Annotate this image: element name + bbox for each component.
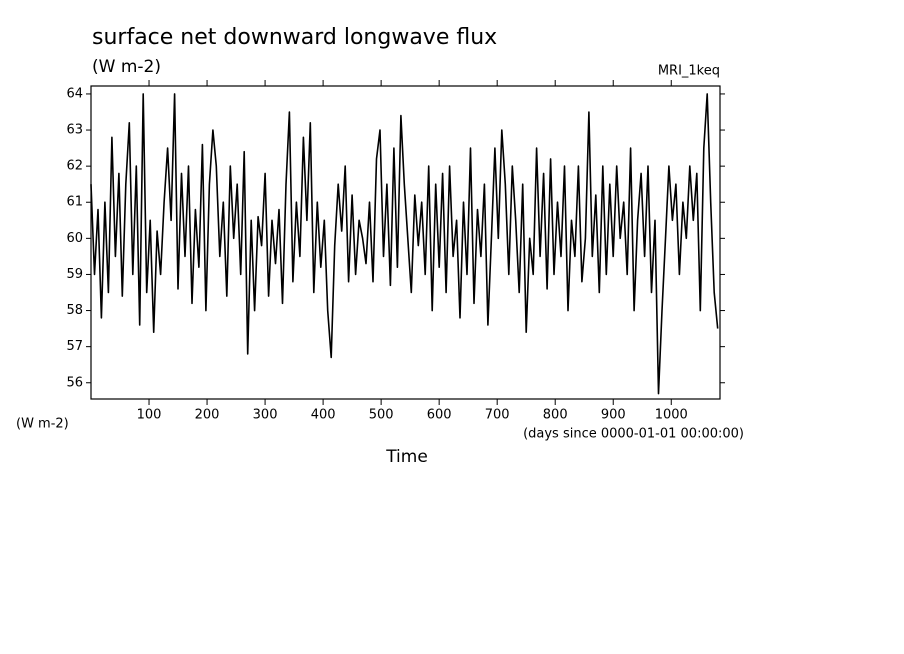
x-tick-label: 300 [253,408,278,423]
y-tick-label: 56 [66,375,83,390]
x-units: (days since 0000-01-01 00:00:00) [523,427,744,442]
y-tick-label: 59 [66,267,83,282]
y-tick-label: 57 [66,339,83,354]
y-axis-label: (W m-2) [16,417,69,432]
y-tick-label: 61 [66,195,83,210]
x-tick-label: 700 [485,408,510,423]
plot-frame [90,85,721,400]
y-tick-label: 60 [66,231,83,246]
chart-title: surface net downward longwave flux [92,25,497,50]
x-tick-label: 600 [427,408,452,423]
x-tick-label: 800 [543,408,568,423]
x-tick-label: 400 [311,408,336,423]
x-tick-label: 200 [195,408,220,423]
x-axis-label: Time [385,447,428,467]
y-tick-label: 64 [66,86,83,101]
x-tick-label: 1000 [655,408,688,423]
x-tick-label: 500 [369,408,394,423]
y-tick-label: 62 [66,159,83,174]
y-tick-label: 63 [66,123,83,138]
x-tick-label: 100 [137,408,162,423]
annotation: MRI_1keq [658,64,720,79]
data-line [90,93,719,395]
y-tick-label: 58 [66,303,83,318]
chart-subtitle: (W m-2) [92,57,161,77]
x-tick-label: 900 [601,408,626,423]
